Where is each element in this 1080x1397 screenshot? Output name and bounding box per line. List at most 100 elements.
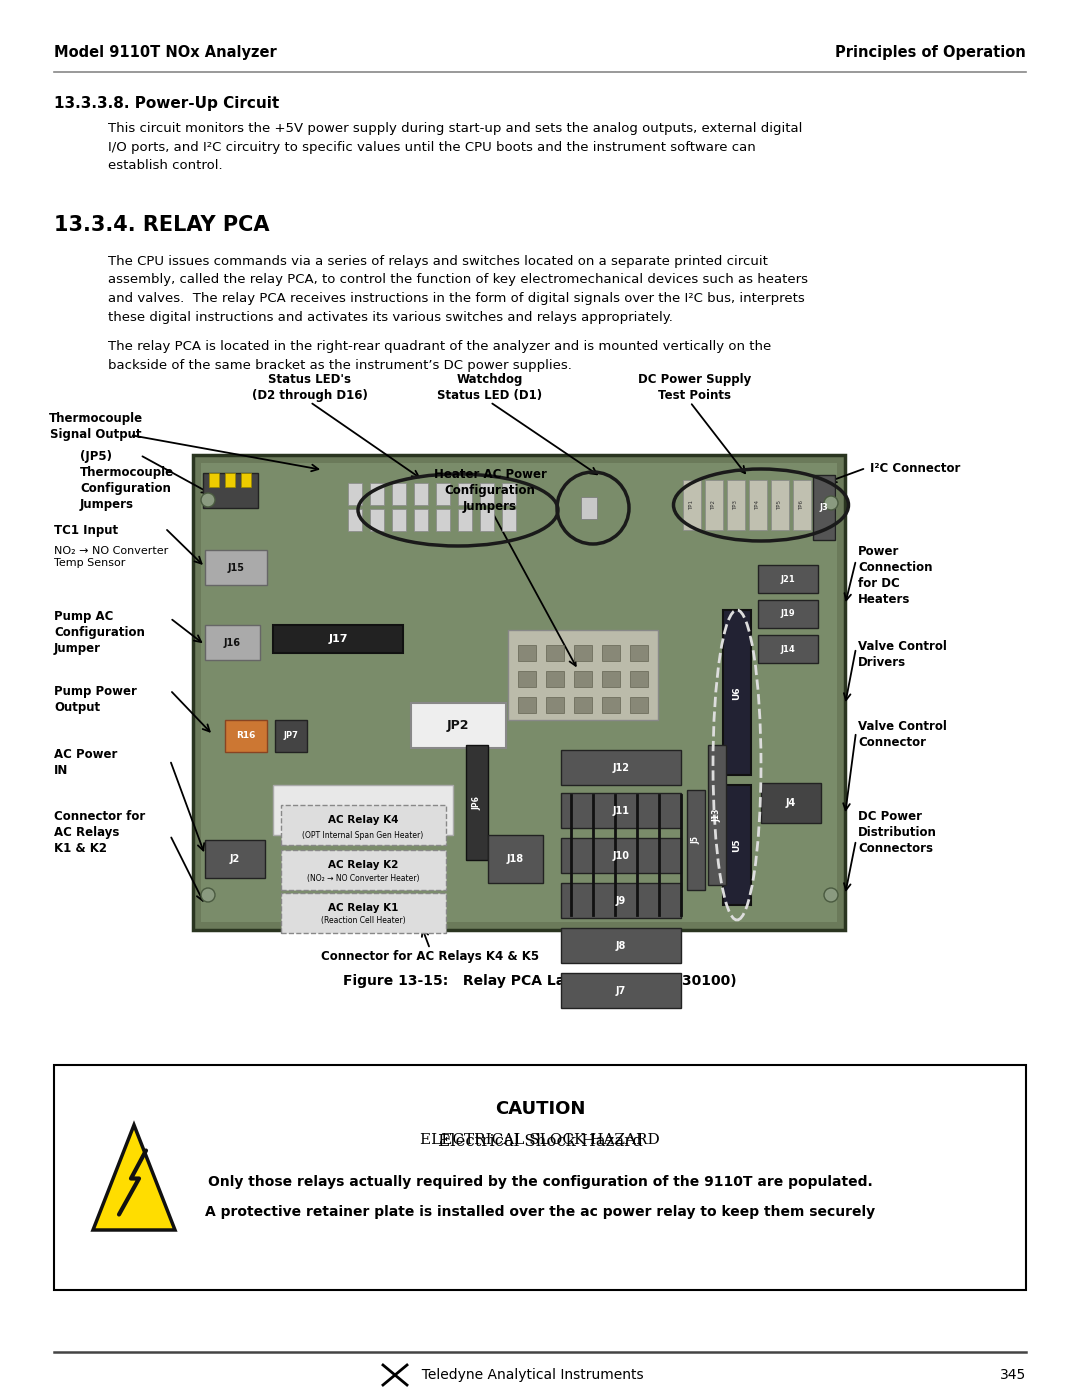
Text: (OPT Internal Span Gen Heater): (OPT Internal Span Gen Heater) [302, 830, 423, 840]
Bar [758, 599, 818, 629]
Bar [561, 838, 681, 873]
Bar [573, 697, 592, 712]
Text: JP7: JP7 [284, 732, 298, 740]
Bar [348, 509, 362, 531]
Text: I²C Connector: I²C Connector [870, 462, 960, 475]
Text: JP2: JP2 [447, 718, 469, 732]
Text: J8: J8 [616, 942, 626, 951]
Bar [630, 645, 648, 661]
Bar [414, 509, 428, 531]
Bar [602, 645, 620, 661]
Bar [708, 745, 726, 886]
Text: J18: J18 [507, 854, 524, 863]
Text: Model 9110T NOx Analyzer: Model 9110T NOx Analyzer [54, 45, 276, 60]
Text: J9: J9 [616, 895, 626, 907]
Bar [281, 893, 446, 933]
Bar [546, 671, 564, 687]
Text: NO₂ → NO Converter
Temp Sensor: NO₂ → NO Converter Temp Sensor [54, 546, 168, 569]
Text: This circuit monitors the +5V power supply during start-up and sets the analog o: This circuit monitors the +5V power supp… [108, 122, 802, 172]
Text: J17: J17 [328, 634, 348, 644]
Text: Figure 13-15:   Relay PCA Layout (P/N 045230100): Figure 13-15: Relay PCA Layout (P/N 0452… [343, 974, 737, 988]
Bar [815, 481, 833, 529]
Circle shape [824, 496, 838, 510]
Bar [561, 883, 681, 918]
Text: Thermocouple
Signal Output: Thermocouple Signal Output [49, 412, 143, 441]
Text: J10: J10 [612, 851, 630, 861]
Text: AC Power
IN: AC Power IN [54, 747, 118, 777]
Bar [281, 805, 446, 845]
Bar [758, 636, 818, 664]
Bar [370, 509, 384, 531]
Text: TP7: TP7 [822, 500, 826, 510]
Bar [392, 509, 406, 531]
Text: TC1 Input: TC1 Input [54, 524, 118, 536]
Bar [723, 785, 751, 905]
Bar [758, 564, 818, 592]
Bar [581, 497, 597, 520]
Bar [761, 782, 821, 823]
Text: R16: R16 [237, 732, 256, 740]
Polygon shape [93, 1125, 175, 1229]
Bar [573, 645, 592, 661]
Bar [480, 483, 494, 504]
Bar [436, 509, 450, 531]
Bar [203, 474, 258, 509]
Text: Pump Power
Output: Pump Power Output [54, 685, 137, 714]
Bar [370, 483, 384, 504]
Bar [502, 483, 516, 504]
Bar [392, 483, 406, 504]
Text: Connector for AC Relays K4 & K5: Connector for AC Relays K4 & K5 [321, 950, 539, 963]
Text: J12: J12 [612, 763, 630, 773]
Text: J15: J15 [228, 563, 244, 573]
Text: U6: U6 [732, 686, 742, 700]
Text: Electrical Shock Hazard: Electrical Shock Hazard [437, 1133, 643, 1150]
Text: J21: J21 [781, 574, 795, 584]
Text: J14: J14 [781, 644, 795, 654]
Text: JP6: JP6 [473, 796, 482, 810]
Text: 13.3.3.8. Power-Up Circuit: 13.3.3.8. Power-Up Circuit [54, 96, 280, 110]
Text: TP6: TP6 [799, 500, 805, 510]
Text: J16: J16 [224, 638, 241, 648]
Text: J4: J4 [786, 798, 796, 807]
Bar [561, 972, 681, 1009]
Bar [193, 455, 845, 930]
Text: DC Power Supply
Test Points: DC Power Supply Test Points [638, 373, 752, 402]
Bar [281, 849, 446, 890]
Text: Connector for
AC Relays
K1 & K2: Connector for AC Relays K1 & K2 [54, 810, 145, 855]
Bar [205, 840, 265, 877]
Bar [225, 474, 235, 488]
Bar [273, 624, 403, 652]
Bar [54, 1065, 1026, 1289]
Text: Heater AC Power
Configuration
Jumpers: Heater AC Power Configuration Jumpers [433, 468, 546, 513]
Bar [241, 474, 251, 488]
Bar [465, 745, 488, 861]
Text: J11: J11 [612, 806, 630, 816]
Text: TP4: TP4 [756, 500, 760, 510]
Text: J7: J7 [616, 986, 626, 996]
Text: The CPU issues commands via a series of relays and switches located on a separat: The CPU issues commands via a series of … [108, 256, 808, 324]
Bar [201, 462, 837, 922]
Text: CAUTION: CAUTION [495, 1099, 585, 1118]
Bar [573, 671, 592, 687]
Text: Valve Control
Connector: Valve Control Connector [858, 719, 947, 749]
Bar [727, 481, 745, 529]
Text: A protective retainer plate is installed over the ac power relay to keep them se: A protective retainer plate is installed… [205, 1206, 875, 1220]
Bar [458, 483, 472, 504]
Text: AC Relay K2: AC Relay K2 [328, 861, 399, 870]
Text: (NO₂ → NO Converter Heater): (NO₂ → NO Converter Heater) [307, 873, 419, 883]
Bar [414, 483, 428, 504]
Text: Power
Connection
for DC
Heaters: Power Connection for DC Heaters [858, 545, 932, 606]
Bar [630, 697, 648, 712]
Text: Principles of Operation: Principles of Operation [835, 45, 1026, 60]
Text: 13.3.4. RELAY PCA: 13.3.4. RELAY PCA [54, 215, 270, 235]
Bar [436, 483, 450, 504]
Bar [687, 789, 705, 890]
Bar [210, 474, 219, 488]
Bar [518, 645, 536, 661]
Text: J13: J13 [713, 809, 721, 821]
Text: TP5: TP5 [778, 500, 783, 510]
Circle shape [201, 493, 215, 507]
Text: Teledyne Analytical Instruments: Teledyne Analytical Instruments [413, 1368, 644, 1382]
Bar [813, 475, 835, 541]
Text: DC Power
Distribution
Connectors: DC Power Distribution Connectors [858, 810, 936, 855]
